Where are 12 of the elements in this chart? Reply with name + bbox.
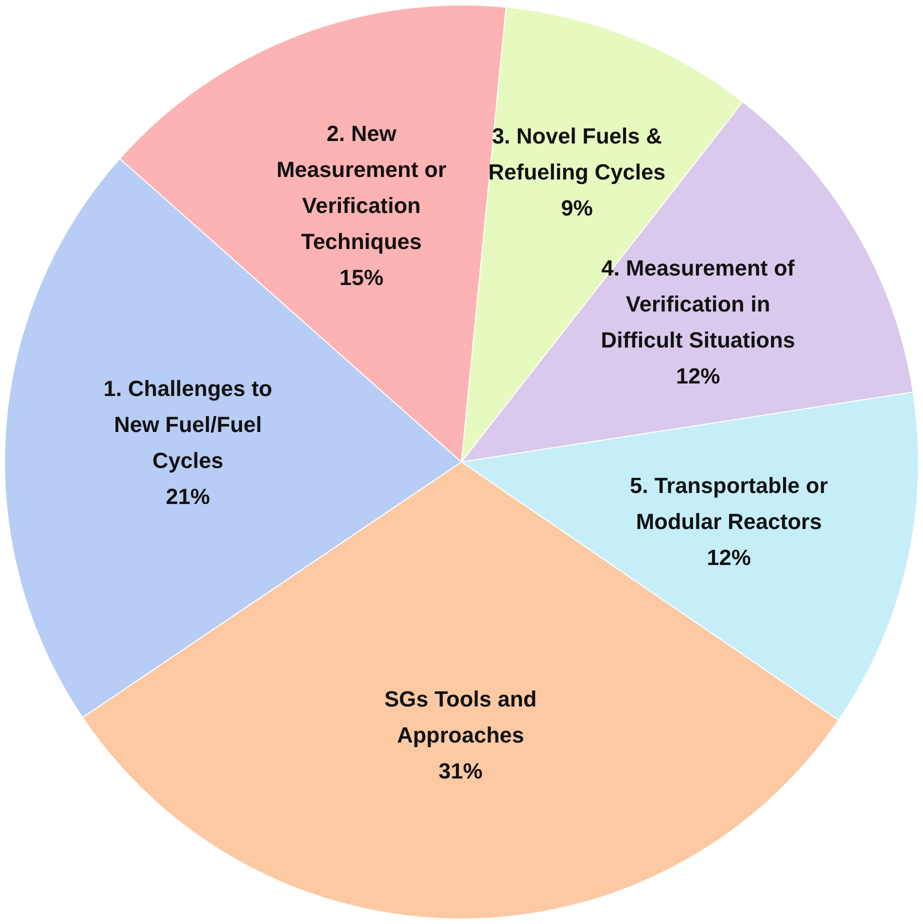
data-label: 12% — [706, 544, 751, 570]
data-label: 9% — [561, 196, 593, 221]
data-label: 15% — [339, 264, 384, 290]
slice-label: 3. Novel Fuels & Refueling Cycles — [488, 124, 666, 185]
slice-label: 4. Measurement of Verification in Difficult Situations — [600, 255, 796, 352]
data-label: 31% — [438, 758, 483, 784]
slice-label: 5. Transportable or Modular Reactors — [630, 472, 828, 534]
slice-label: 2. New Measurement or Verification Techniques — [276, 120, 447, 254]
data-label: 12% — [676, 363, 720, 388]
data-label: 21% — [166, 484, 210, 509]
slice-label: SGs Tools and Approaches — [384, 686, 537, 748]
slice-label: 1. Challenges to New Fuel/Fuel Cycles — [104, 376, 272, 473]
